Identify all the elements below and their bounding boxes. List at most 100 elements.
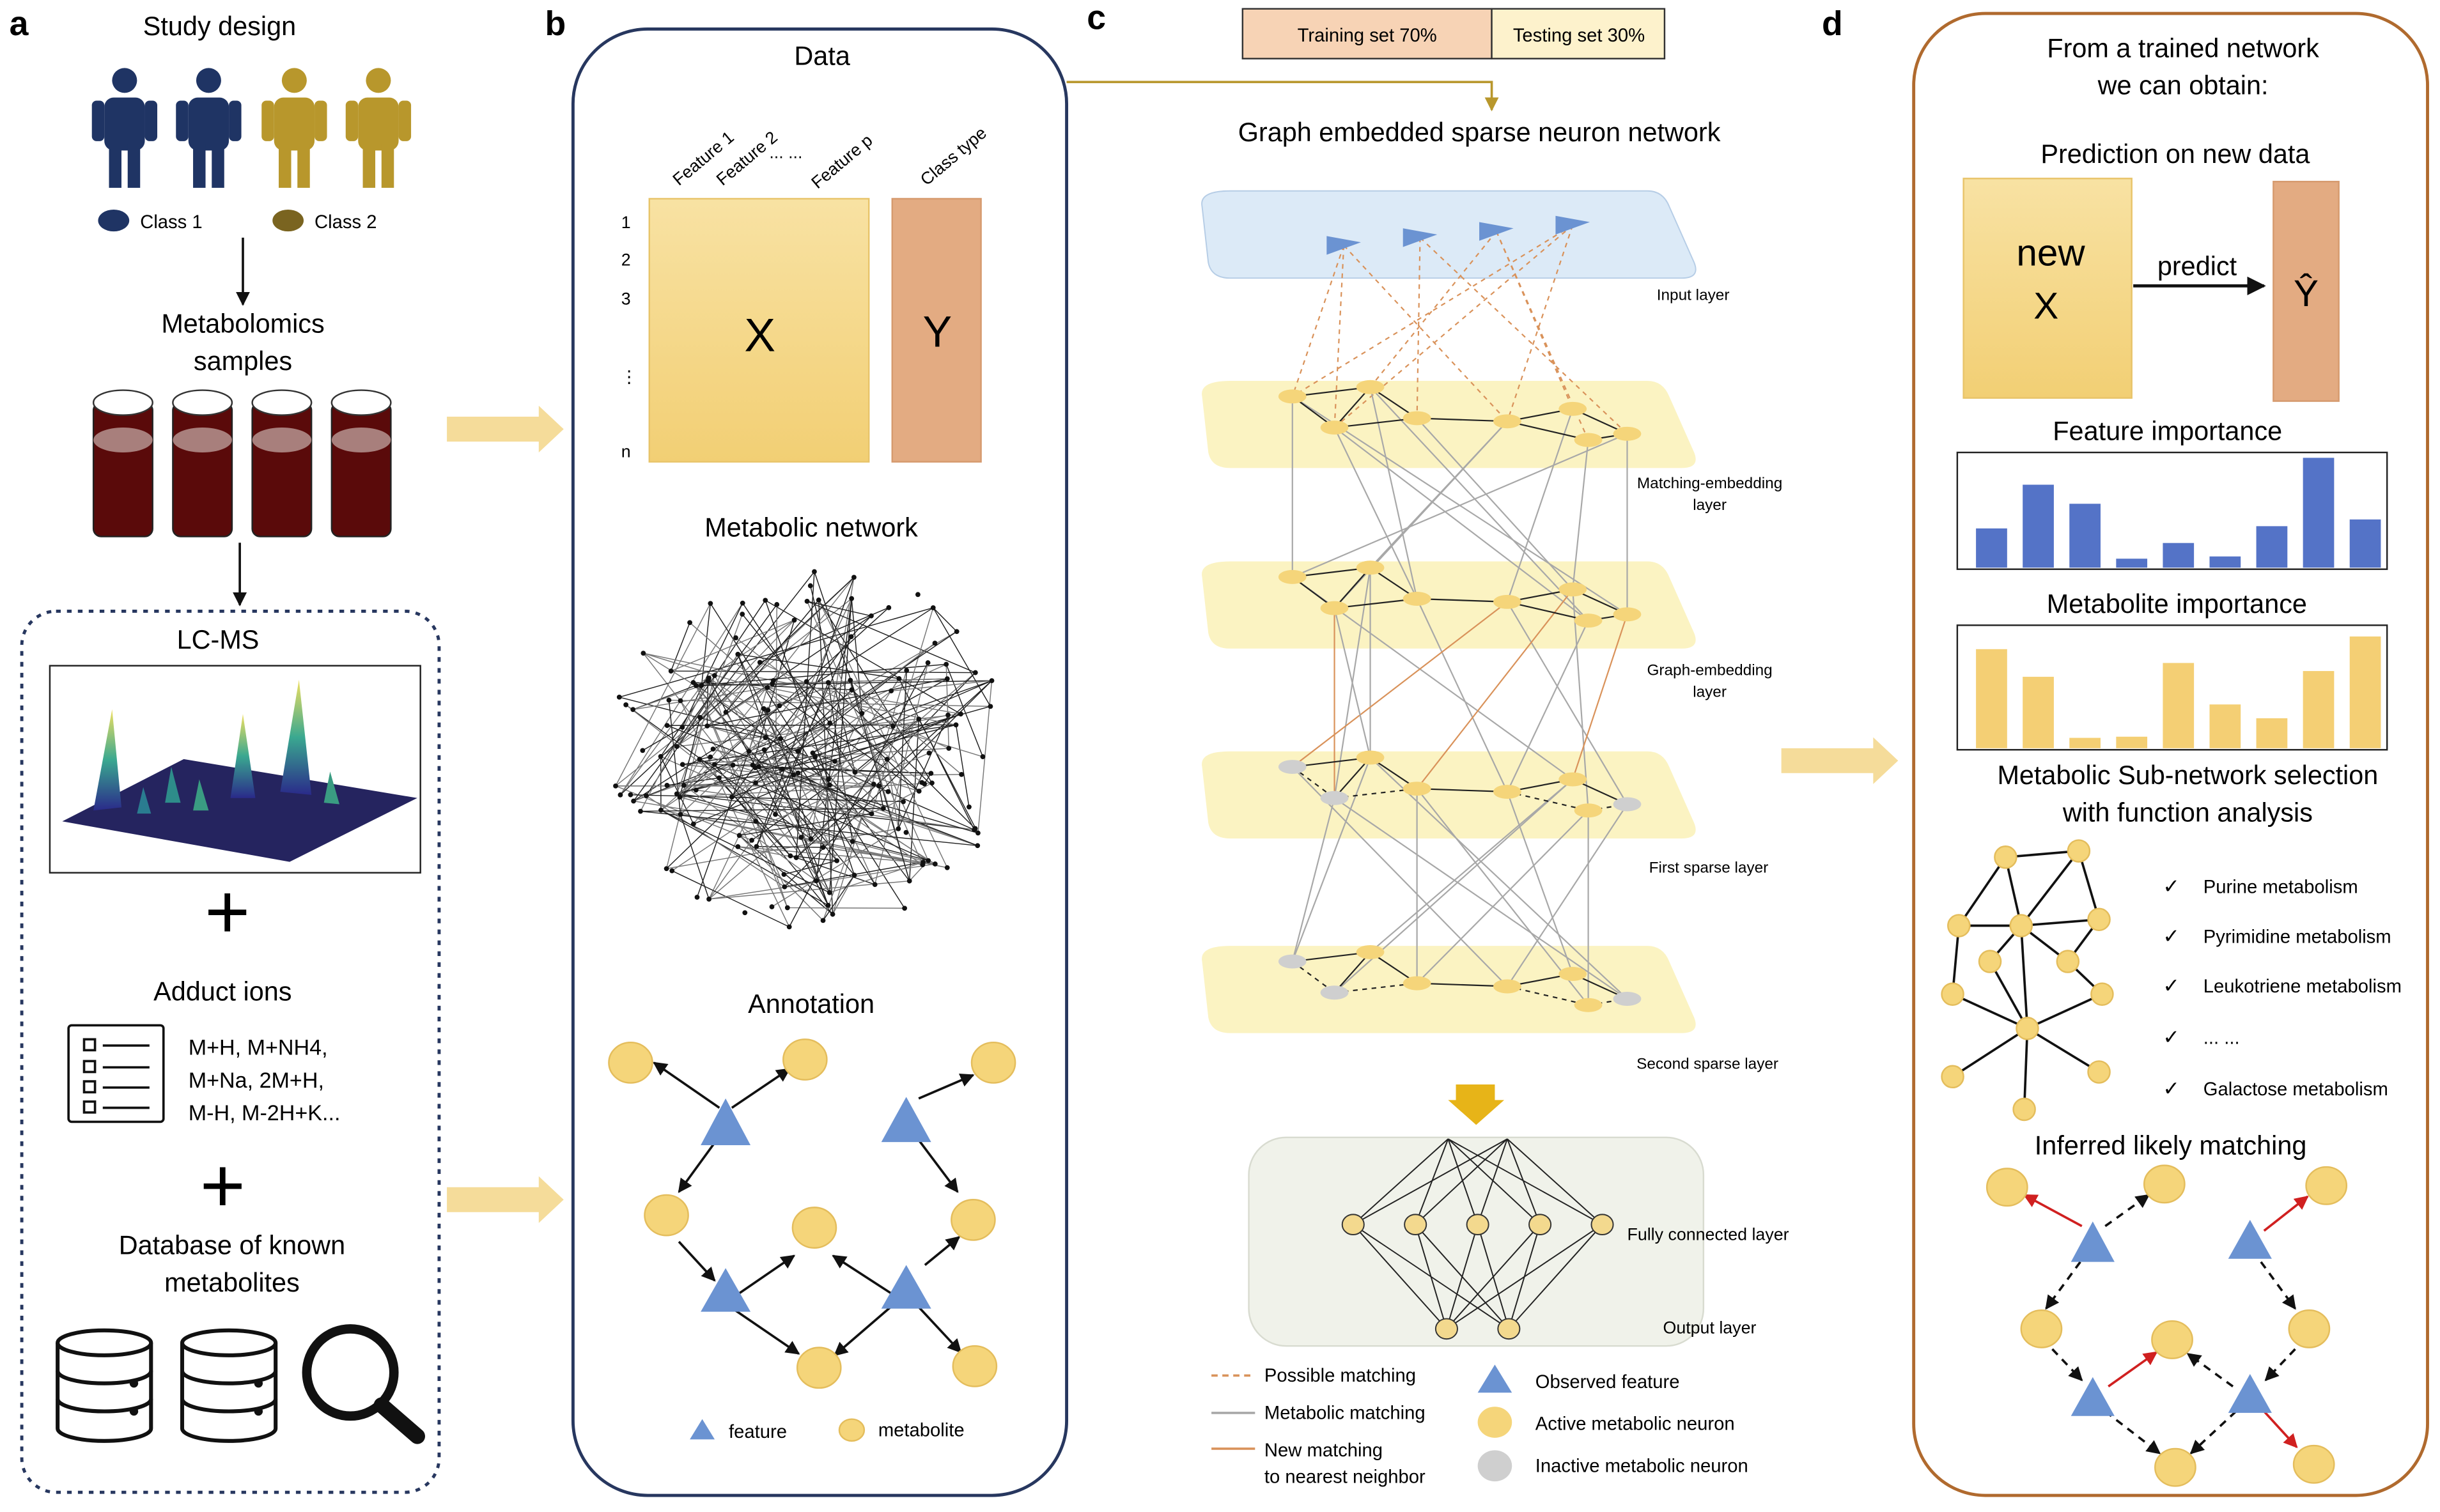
network-edge (707, 725, 919, 792)
network-edge (731, 642, 935, 798)
person-icon-class2 (261, 68, 327, 188)
x-matrix (648, 197, 870, 463)
checkmark-icon: ✓ (2163, 1026, 2180, 1049)
samples-title-line2: samples (194, 346, 292, 376)
annotation-diagram (653, 1061, 975, 1357)
network-edge (737, 654, 829, 906)
metabolite-node (2143, 1164, 2186, 1204)
network-edge (665, 675, 715, 869)
metabolic-edge (1292, 433, 1628, 578)
metabolic-edge (1333, 427, 1418, 599)
network-edge (795, 571, 815, 858)
network-node (664, 723, 670, 729)
network-edge (689, 622, 874, 785)
network-edge (755, 767, 979, 834)
metabolite-importance-bar (2303, 671, 2335, 748)
network-edge (660, 810, 830, 893)
network-edge (640, 810, 978, 846)
intra-layer-edge (1333, 386, 1371, 428)
fc-edge (1447, 1138, 1541, 1225)
metabolic-edge (1416, 589, 1574, 789)
new-x-matrix (1962, 178, 2133, 399)
active-neuron (1493, 785, 1521, 799)
sample-tubes (92, 389, 392, 537)
metabolite-node (2087, 907, 2111, 932)
network-node (616, 695, 622, 700)
network-edge (738, 846, 796, 858)
network-edge (807, 601, 976, 674)
network-edge (749, 750, 829, 780)
network-node (680, 725, 685, 730)
training-set-box (1241, 8, 1493, 59)
network-node (886, 605, 892, 610)
network-edge (933, 607, 958, 632)
panel-b: b Data Feature 1 Feature 2 ... ... Featu… (545, 4, 1069, 1497)
network-edge (642, 727, 683, 752)
new-x-label-line2: X (2033, 286, 2058, 327)
network-node (814, 878, 819, 884)
intra-layer-edge (1588, 998, 1628, 1006)
feature-triangle (2071, 1221, 2115, 1262)
network-node (944, 676, 950, 682)
feature-triangle (2228, 1219, 2272, 1259)
network-node (630, 707, 636, 713)
feature-label: Feature p (807, 130, 876, 192)
metabolite-node (2020, 1309, 2063, 1348)
fc-edge (1508, 1224, 1603, 1330)
lcms-spectrum-plot (62, 679, 417, 862)
network-edge (765, 600, 830, 785)
network-node (638, 808, 643, 814)
prediction-title: Prediction on new data (2040, 139, 2310, 169)
intra-layer-edge (1417, 417, 1507, 422)
metabolic-edge (1572, 613, 1628, 780)
legend-new-label-line2: to nearest neighbor (1264, 1467, 1426, 1488)
network-edge (807, 601, 872, 617)
active-neuron (1558, 967, 1587, 981)
panel-b-letter: b (545, 4, 566, 43)
network-node (972, 670, 978, 675)
legend-metabolite-icon (838, 1418, 866, 1442)
network-node (668, 668, 674, 674)
metabolite-node (2012, 1097, 2036, 1122)
legend-feature-label: feature (729, 1422, 787, 1442)
layer-plane (1202, 561, 1696, 649)
fc-edge (1477, 1224, 1510, 1329)
active-neuron (1278, 569, 1307, 584)
network-edge (660, 705, 780, 811)
metabolic-edge (1416, 598, 1508, 792)
adduct-title: Adduct ions (153, 976, 291, 1006)
network-edge (798, 772, 929, 861)
network-edge (692, 682, 750, 752)
network-edge (710, 603, 905, 909)
network-edge (632, 684, 702, 710)
active-neuron (1493, 594, 1521, 609)
feature-importance-bar (1976, 528, 2007, 568)
network-node (704, 723, 710, 729)
feature-triangle (881, 1265, 931, 1309)
metabolic-edge (1292, 601, 1508, 768)
network-edge (725, 712, 802, 838)
fc-edge (1447, 1138, 1479, 1225)
network-edge (725, 599, 820, 713)
legend-inactive-label: Inactive metabolic neuron (1535, 1456, 1748, 1476)
network-edge (887, 759, 899, 829)
study-design-title: Study design (143, 12, 296, 41)
inferred-nodes (1985, 1164, 2348, 1487)
possible-matching-edge (1343, 245, 1508, 422)
legend-observed-icon (1477, 1364, 1512, 1393)
y-label: Y (923, 307, 952, 356)
checkmark-icon: ✓ (2163, 1077, 2180, 1100)
network-node (769, 904, 775, 909)
possible-matching-edge (1419, 237, 1628, 435)
network-node (666, 697, 672, 703)
network-node (851, 575, 857, 580)
network-node (763, 598, 768, 603)
fc-edge (1447, 1138, 1603, 1226)
metabolite-importance-bar (2256, 718, 2288, 748)
network-node (677, 794, 683, 800)
inactive-neuron (1278, 954, 1307, 969)
network-node (697, 757, 703, 762)
network-node (820, 918, 826, 923)
network-node (788, 853, 793, 859)
network-node (859, 711, 865, 716)
